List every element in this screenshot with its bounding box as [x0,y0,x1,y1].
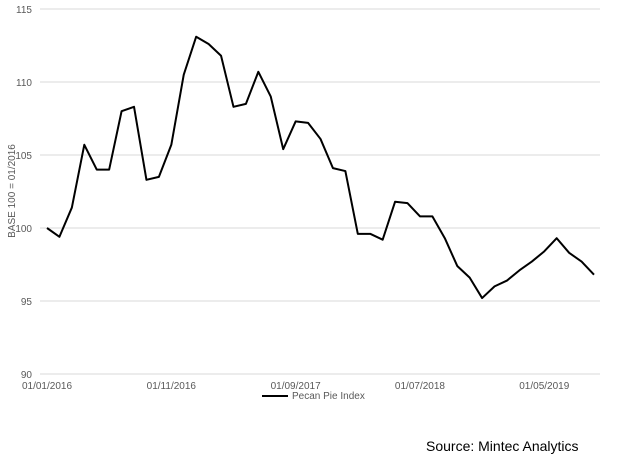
legend: Pecan Pie Index [262,391,365,402]
y-tick-label: 105 [15,151,32,162]
x-tick-label: 01/05/2019 [519,381,569,392]
series-line-pecan-pie-index [46,35,595,300]
source-caption: Source: Mintec Analytics [426,438,579,454]
legend-label: Pecan Pie Index [292,391,365,402]
y-axis-label: BASE 100 = 01/2016 [7,144,18,238]
x-tick-labels: 01/01/2016 01/11/2016 01/09/2017 01/07/2018… [22,381,570,392]
x-tick-label: 01/11/2016 [147,381,197,392]
y-tick-labels: 90 95 100 105 110 115 [15,5,32,381]
x-tick-label: 01/01/2016 [22,381,72,392]
x-tick-label: 01/07/2018 [395,381,445,392]
y-tick-label: 115 [16,5,32,16]
y-tick-label: 95 [21,297,33,308]
y-tick-label: 90 [21,370,33,381]
y-tick-label: 100 [15,224,32,235]
gridlines [40,8,600,375]
x-tick-label: 01/09/2017 [271,381,321,392]
y-tick-label: 110 [16,78,32,89]
